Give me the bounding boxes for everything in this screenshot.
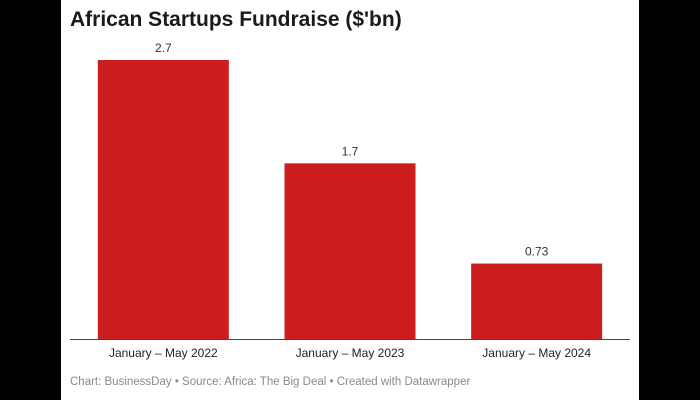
bar <box>97 60 229 339</box>
data-label: 1.7 <box>342 144 359 158</box>
bar <box>284 163 416 339</box>
x-tick-label: January – May 2024 <box>482 346 591 360</box>
chart-title: African Startups Fundraise ($'bn) <box>70 8 402 31</box>
bar-chart: 2.7 January – May 2022 1.7 January – May 20… <box>70 41 630 360</box>
x-tick-label: January – May 2022 <box>109 346 218 360</box>
data-label: 2.7 <box>155 41 172 55</box>
data-label: 0.73 <box>525 245 549 259</box>
x-tick-label: January – May 2023 <box>296 346 405 360</box>
bar <box>471 263 603 339</box>
chart-footer: Chart: BusinessDay • Source: Africa: The… <box>70 376 471 388</box>
chart-container: African Startups Fundraise ($'bn) 2.7 Jan… <box>61 0 639 400</box>
